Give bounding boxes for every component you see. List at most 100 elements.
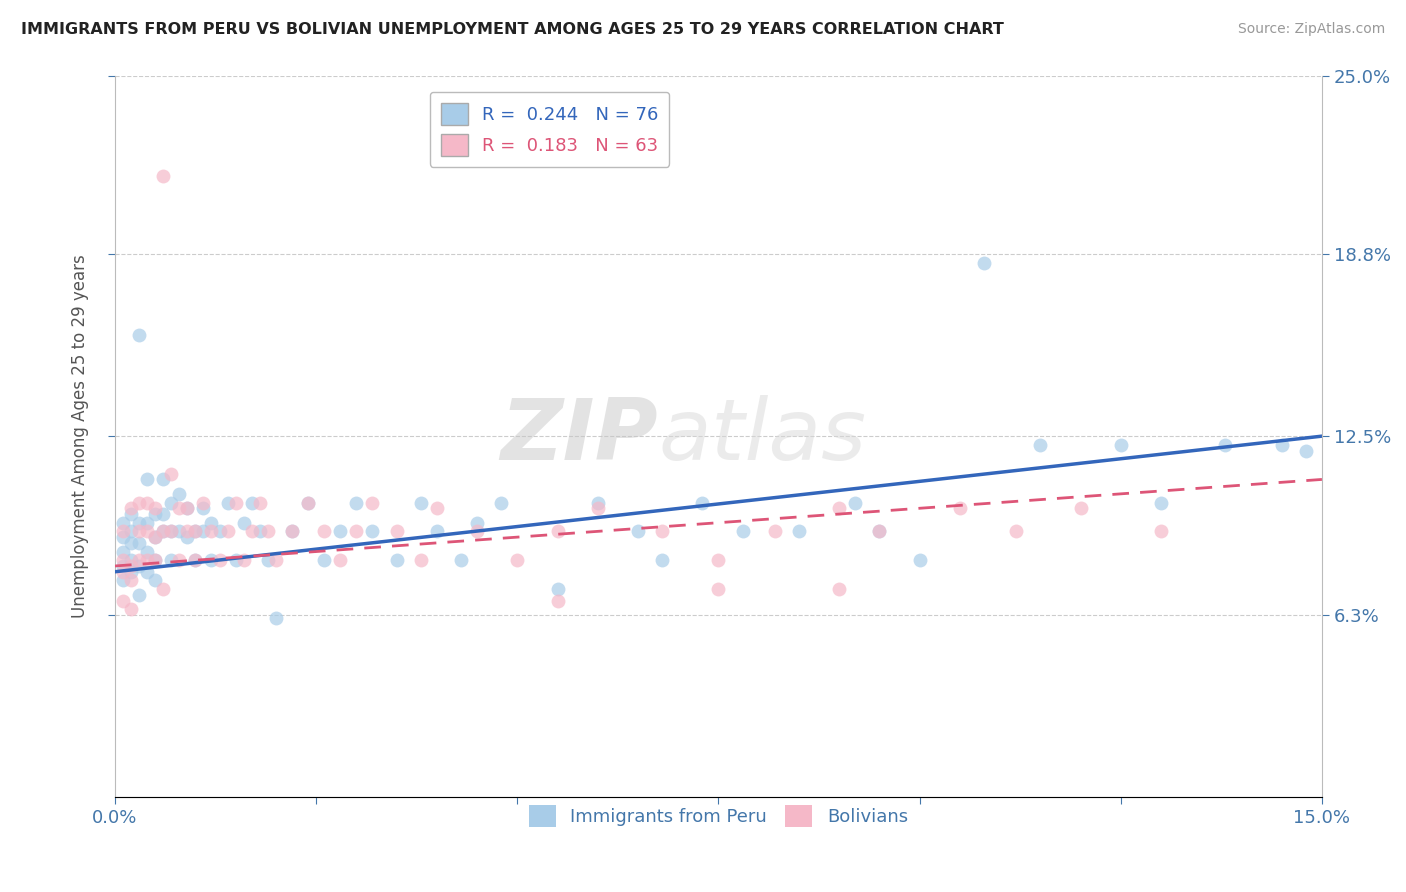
- Point: [193, 501, 215, 516]
- Point: [232, 553, 254, 567]
- Point: [787, 524, 810, 539]
- Point: [586, 495, 609, 509]
- Point: [256, 524, 278, 539]
- Point: [111, 565, 134, 579]
- Point: [111, 593, 134, 607]
- Point: [169, 553, 191, 567]
- Point: [111, 524, 134, 539]
- Point: [160, 553, 183, 567]
- Point: [547, 593, 569, 607]
- Point: [160, 495, 183, 509]
- Point: [143, 553, 166, 567]
- Point: [489, 495, 512, 509]
- Point: [1150, 495, 1173, 509]
- Point: [176, 524, 198, 539]
- Point: [184, 553, 207, 567]
- Point: [361, 495, 384, 509]
- Point: [409, 495, 432, 509]
- Point: [450, 553, 472, 567]
- Point: [249, 524, 271, 539]
- Text: IMMIGRANTS FROM PERU VS BOLIVIAN UNEMPLOYMENT AMONG AGES 25 TO 29 YEARS CORRELAT: IMMIGRANTS FROM PERU VS BOLIVIAN UNEMPLO…: [21, 22, 1004, 37]
- Point: [120, 507, 142, 521]
- Point: [409, 553, 432, 567]
- Point: [256, 553, 278, 567]
- Point: [193, 495, 215, 509]
- Point: [385, 524, 408, 539]
- Point: [586, 501, 609, 516]
- Point: [949, 501, 972, 516]
- Point: [120, 536, 142, 550]
- Point: [184, 553, 207, 567]
- Point: [547, 582, 569, 596]
- Point: [143, 501, 166, 516]
- Point: [160, 467, 183, 481]
- Point: [1029, 438, 1052, 452]
- Point: [193, 524, 215, 539]
- Point: [828, 501, 851, 516]
- Point: [426, 524, 449, 539]
- Point: [264, 611, 287, 625]
- Point: [136, 472, 159, 486]
- Point: [136, 495, 159, 509]
- Point: [128, 559, 150, 574]
- Point: [225, 495, 247, 509]
- Point: [111, 574, 134, 588]
- Point: [143, 530, 166, 544]
- Point: [111, 544, 134, 558]
- Point: [136, 516, 159, 530]
- Point: [143, 553, 166, 567]
- Point: [217, 524, 239, 539]
- Point: [217, 495, 239, 509]
- Point: [232, 516, 254, 530]
- Point: [200, 524, 222, 539]
- Point: [868, 524, 890, 539]
- Point: [152, 472, 174, 486]
- Point: [152, 524, 174, 539]
- Legend: Immigrants from Peru, Bolivians: Immigrants from Peru, Bolivians: [522, 798, 915, 835]
- Point: [314, 553, 336, 567]
- Point: [627, 524, 650, 539]
- Point: [128, 588, 150, 602]
- Point: [1271, 438, 1294, 452]
- Point: [152, 507, 174, 521]
- Point: [143, 530, 166, 544]
- Point: [111, 553, 134, 567]
- Point: [128, 524, 150, 539]
- Point: [120, 524, 142, 539]
- Point: [281, 524, 304, 539]
- Point: [128, 328, 150, 343]
- Point: [314, 524, 336, 539]
- Point: [169, 501, 191, 516]
- Point: [465, 524, 488, 539]
- Point: [225, 553, 247, 567]
- Point: [128, 536, 150, 550]
- Point: [152, 524, 174, 539]
- Point: [240, 495, 263, 509]
- Point: [1005, 524, 1028, 539]
- Text: ZIP: ZIP: [501, 394, 658, 477]
- Point: [547, 524, 569, 539]
- Point: [828, 582, 851, 596]
- Point: [1295, 443, 1317, 458]
- Point: [120, 501, 142, 516]
- Point: [385, 553, 408, 567]
- Point: [1150, 524, 1173, 539]
- Point: [208, 524, 231, 539]
- Point: [264, 553, 287, 567]
- Point: [200, 516, 222, 530]
- Point: [692, 495, 714, 509]
- Text: Source: ZipAtlas.com: Source: ZipAtlas.com: [1237, 22, 1385, 37]
- Point: [136, 524, 159, 539]
- Point: [143, 507, 166, 521]
- Point: [868, 524, 890, 539]
- Point: [731, 524, 754, 539]
- Point: [361, 524, 384, 539]
- Point: [344, 524, 367, 539]
- Point: [176, 530, 198, 544]
- Point: [120, 559, 142, 574]
- Point: [136, 565, 159, 579]
- Point: [249, 495, 271, 509]
- Point: [763, 524, 786, 539]
- Point: [136, 544, 159, 558]
- Point: [651, 553, 673, 567]
